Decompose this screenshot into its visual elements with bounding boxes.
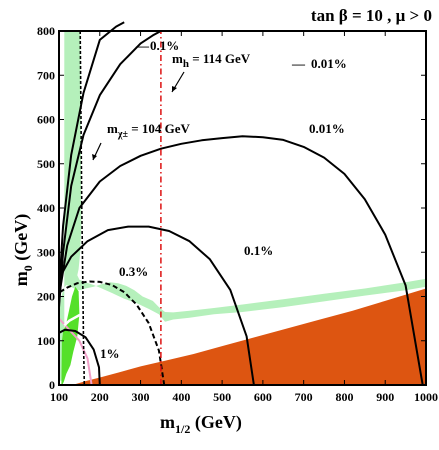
series-line-0: [58, 30, 162, 308]
x-tick-label: 700: [295, 390, 313, 404]
y-tick-label: 700: [37, 68, 55, 82]
label-mchi: mχ± = 104 GeV: [107, 121, 190, 140]
y-axis-title-main: m: [11, 271, 31, 286]
label-03pct: 0.3%: [119, 264, 148, 279]
label-01pct-top: 0.1%: [150, 38, 179, 53]
label-mh-sub: h: [183, 58, 189, 70]
series-line-4: [59, 280, 166, 386]
label-mh-rest: = 114 GeV: [189, 51, 251, 66]
x-tick-label: 200: [91, 390, 109, 404]
region-green-excluded: [59, 286, 80, 385]
x-tick-label: 400: [172, 390, 190, 404]
label-mchi-sub: χ±: [117, 129, 129, 140]
x-axis-title-rest: (GeV): [190, 412, 241, 433]
label-mchi-rest: = 104 GeV: [128, 121, 191, 136]
y-axis-title-rest: (GeV): [11, 214, 32, 265]
y-tick-label: 400: [37, 201, 55, 215]
x-tick-label: 600: [254, 390, 272, 404]
label-1pct: 1%: [100, 346, 120, 361]
bsg-curve: [58, 317, 93, 386]
region-cosmology-band: [59, 31, 426, 381]
x-tick-label: 1000: [414, 390, 438, 404]
y-axis-title: m0 (GeV): [11, 214, 35, 286]
label-dash-a: —: [135, 38, 150, 53]
label-mh: mh = 114 GeV: [172, 51, 251, 70]
series-line-3: [58, 225, 255, 386]
mh-arrow-head: [172, 86, 177, 92]
y-tick-label: 800: [37, 24, 55, 38]
series-line-1: [58, 135, 424, 386]
label-01pct-mid: 0.1%: [244, 243, 273, 258]
y-tick-label: 0: [49, 378, 55, 392]
label-001pct-mid: 0.01%: [309, 121, 345, 136]
label-dash-b: —: [291, 56, 306, 71]
label-mh-main: m: [172, 51, 183, 66]
ticks-layer: 100 200 300 400 500 600 700 800 900 1000010020030…: [37, 24, 438, 404]
y-tick-label: 200: [37, 290, 55, 304]
x-tick-label: 300: [132, 390, 150, 404]
series-line-5: [58, 328, 101, 386]
x-tick-label: 800: [335, 390, 353, 404]
x-axis-title: m1/2 (GeV): [160, 412, 242, 436]
y-tick-label: 600: [37, 113, 55, 127]
lines-layer: [58, 21, 424, 386]
x-axis-title-main: m: [160, 412, 175, 432]
label-001pct-top: 0.01%: [311, 56, 347, 71]
x-axis-title-sub: 1/2: [175, 422, 190, 436]
x-tick-label: 100: [50, 390, 68, 404]
series-line-2: [58, 21, 125, 293]
white-curve: [63, 312, 101, 327]
y-axis-title-sub: 0: [21, 265, 35, 271]
y-tick-label: 500: [37, 157, 55, 171]
region-stau-lsp: [64, 288, 427, 385]
series-line-7: [79, 30, 86, 386]
y-tick-label: 100: [37, 334, 55, 348]
x-tick-label: 500: [213, 390, 231, 404]
chart-title: tan β = 10 , μ > 0: [311, 6, 432, 25]
label-mchi-main: m: [107, 121, 118, 136]
regions-layer: [59, 31, 427, 385]
x-tick-label: 900: [376, 390, 394, 404]
y-tick-label: 300: [37, 245, 55, 259]
chi-arrow-head: [92, 154, 97, 160]
